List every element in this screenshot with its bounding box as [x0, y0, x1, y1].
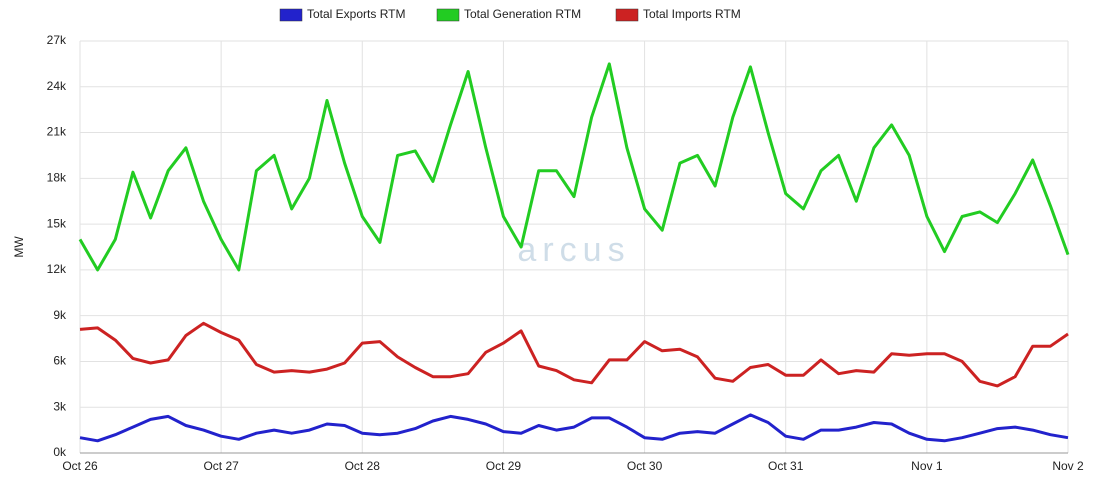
legend-label: Total Generation RTM: [464, 7, 581, 21]
legend-label: Total Imports RTM: [643, 7, 741, 21]
x-tick-label: Oct 27: [203, 459, 239, 473]
y-tick-label: 9k: [53, 308, 67, 322]
y-tick-label: 3k: [53, 399, 67, 413]
legend-swatch: [436, 8, 460, 22]
legend-swatch: [279, 8, 303, 22]
y-tick-label: 27k: [47, 33, 67, 47]
legend-swatch: [615, 8, 639, 22]
watermark: arcus: [517, 231, 630, 269]
y-tick-label: 21k: [47, 125, 67, 139]
y-tick-label: 6k: [53, 354, 67, 368]
y-tick-label: 0k: [53, 445, 67, 459]
x-tick-label: Nov 2: [1052, 459, 1084, 473]
x-tick-label: Oct 31: [768, 459, 804, 473]
x-tick-label: Oct 30: [627, 459, 663, 473]
x-tick-label: Nov 1: [911, 459, 943, 473]
series-line: [79, 413, 1069, 443]
legend-label: Total Exports RTM: [307, 7, 405, 21]
y-tick-label: 12k: [47, 262, 67, 276]
x-tick-label: Oct 26: [62, 459, 98, 473]
x-tick-label: Oct 28: [345, 459, 381, 473]
series-line: [79, 321, 1069, 388]
y-tick-label: 15k: [47, 216, 67, 230]
series-line: [78, 62, 1070, 272]
y-axis-label: MW: [12, 236, 26, 258]
y-tick-label: 18k: [47, 171, 67, 185]
y-tick-label: 24k: [47, 79, 67, 93]
x-tick-label: Oct 29: [486, 459, 522, 473]
